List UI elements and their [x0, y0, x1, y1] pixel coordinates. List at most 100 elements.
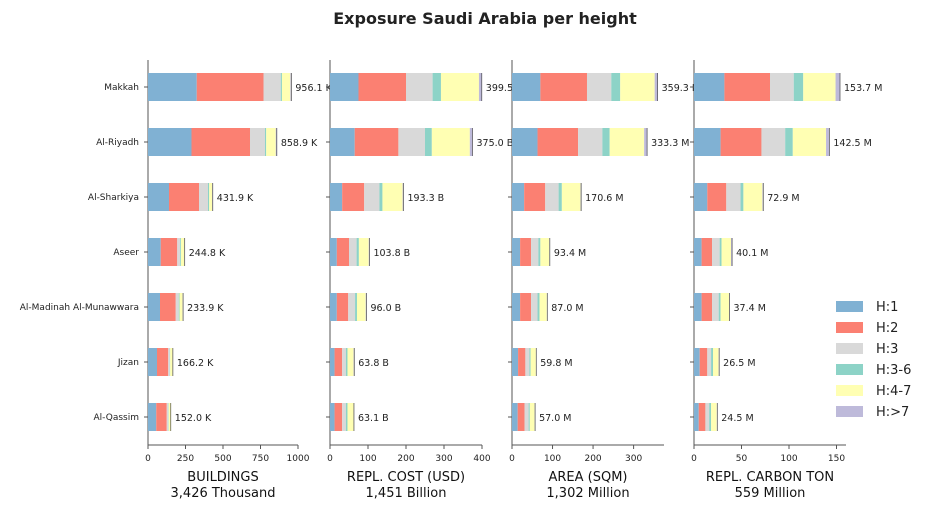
bar-segment-repl-cost-usd-al-madinah-al-munawwara-h-4-7 — [356, 293, 366, 321]
bar-segment-area-sqm-al-madinah-al-munawwara-h-3 — [531, 293, 538, 321]
bar-total-label-repl-cost-usd-aseer: 103.8 B — [373, 248, 410, 259]
bar-segment-repl-cost-usd-aseer-h-3-6 — [356, 238, 359, 266]
bar-segment-repl-cost-usd-al-qassim-h-4-7 — [347, 403, 354, 431]
bar-total-label-repl-carbon-ton-al-qassim: 24.5 M — [721, 413, 753, 424]
bar-segment-repl-carbon-ton-al-sharkiya-h-3-6 — [740, 183, 744, 211]
x-axis-label-repl-carbon-ton: REPL. CARBON TON — [706, 470, 834, 485]
x-tick-label-repl-carbon-ton: 100 — [780, 454, 797, 464]
bar-segment-repl-carbon-ton-al-qassim-h-3 — [705, 403, 710, 431]
bar-segment-repl-cost-usd-aseer-h-4-7 — [358, 238, 369, 266]
legend-swatch-h-3-6 — [836, 364, 863, 375]
bar-segment-area-sqm-al-sharkiya-h-4-7 — [561, 183, 581, 211]
bar-segment-area-sqm-makkah-h-2 — [540, 73, 587, 101]
x-tick-label-repl-cost-usd: 300 — [435, 454, 452, 464]
bar-segment-area-sqm-makkah-h-1 — [512, 73, 541, 101]
bar-segment-repl-carbon-ton-makkah-h-7 — [835, 73, 841, 101]
bar-segment-repl-carbon-ton-al-riyadh-h-3 — [761, 128, 786, 156]
bar-segment-repl-cost-usd-al-qassim-h-2 — [334, 403, 343, 431]
bar-segment-buildings-al-madinah-al-munawwara-h-2 — [160, 293, 176, 321]
bar-total-label-area-sqm-jizan: 59.8 M — [540, 358, 572, 369]
bar-segment-area-sqm-aseer-h-2 — [520, 238, 532, 266]
bar-segment-buildings-aseer-h-3-6 — [180, 238, 181, 266]
category-label-al-madinah-al-munawwara: Al-Madinah Al-Munawwara — [20, 303, 139, 313]
bar-segment-repl-carbon-ton-aseer-h-1 — [694, 238, 702, 266]
legend-label-h-2: H:2 — [876, 321, 898, 336]
legend-label-h-3-6: H:3-6 — [876, 363, 911, 378]
bar-total-label-repl-carbon-ton-aseer: 40.1 M — [736, 248, 768, 259]
x-tick-label-repl-cost-usd: 400 — [473, 454, 490, 464]
x-tick-label-area-sqm: 100 — [544, 454, 561, 464]
bar-total-label-repl-carbon-ton-jizan: 26.5 M — [723, 358, 755, 369]
bar-segment-repl-carbon-ton-makkah-h-2 — [724, 73, 770, 101]
bar-segment-repl-cost-usd-al-sharkiya-h-3 — [364, 183, 380, 211]
bar-total-label-area-sqm-makkah: 359.3 M — [662, 83, 700, 94]
bar-segment-repl-cost-usd-makkah-h-4-7 — [440, 73, 479, 101]
legend-swatch-h-1 — [836, 301, 863, 312]
bar-segment-buildings-makkah-h-3 — [263, 73, 281, 101]
bar-segment-area-sqm-makkah-h-3-6 — [611, 73, 621, 101]
bar-total-label-repl-carbon-ton-makkah: 153.7 M — [844, 83, 882, 94]
bar-segment-buildings-al-madinah-al-munawwara-h-3-6 — [178, 293, 180, 321]
x-axis-subtitle-repl-cost-usd: 1,451 Billion — [366, 486, 447, 501]
bar-segment-repl-carbon-ton-al-riyadh-h-3-6 — [785, 128, 793, 156]
bar-segment-repl-cost-usd-al-sharkiya-h-4-7 — [382, 183, 403, 211]
x-axis-label-repl-cost-usd: REPL. COST (USD) — [347, 470, 465, 485]
bar-segment-repl-cost-usd-al-qassim-h-3-6 — [345, 403, 348, 431]
bar-segment-area-sqm-al-sharkiya-h-2 — [524, 183, 546, 211]
bar-segment-repl-carbon-ton-al-qassim-h-4-7 — [711, 403, 717, 431]
bar-segment-buildings-makkah-h-1 — [148, 73, 197, 101]
bar-segment-repl-cost-usd-al-sharkiya-h-2 — [342, 183, 365, 211]
x-tick-label-repl-carbon-ton: 0 — [691, 454, 697, 464]
bar-segment-repl-cost-usd-jizan-h-1 — [330, 348, 335, 376]
bar-segment-area-sqm-aseer-h-1 — [512, 238, 521, 266]
chart-legend: H:1 H:2 H:3 H:3-6 H:4-7 H:>7 — [836, 300, 911, 420]
bar-segment-repl-cost-usd-aseer-h-7 — [368, 238, 370, 266]
bar-total-label-repl-carbon-ton-al-sharkiya: 72.9 M — [767, 193, 799, 204]
bar-segment-area-sqm-jizan-h-3 — [525, 348, 530, 376]
bar-segment-repl-carbon-ton-al-qassim-h-2 — [698, 403, 706, 431]
bar-segment-repl-carbon-ton-al-madinah-al-munawwara-h-3-6 — [718, 293, 721, 321]
bar-total-label-area-sqm-aseer: 93.4 M — [554, 248, 586, 259]
bar-segment-repl-cost-usd-al-madinah-al-munawwara-h-3 — [348, 293, 356, 321]
x-axis-subtitle-repl-carbon-ton: 559 Million — [735, 486, 806, 501]
bar-total-label-buildings-al-madinah-al-munawwara: 233.9 K — [187, 303, 224, 314]
bar-segment-buildings-al-qassim-h-3 — [166, 403, 169, 431]
category-label-al-riyadh: Al-Riyadh — [96, 138, 139, 148]
bar-segment-repl-carbon-ton-aseer-h-2 — [701, 238, 713, 266]
bar-segment-repl-carbon-ton-al-madinah-al-munawwara-h-2 — [701, 293, 713, 321]
bar-segment-repl-cost-usd-makkah-h-7 — [478, 73, 482, 101]
bar-segment-buildings-al-riyadh-h-3 — [250, 128, 265, 156]
bar-segment-buildings-al-sharkiya-h-4-7 — [209, 183, 213, 211]
x-tick-label-repl-cost-usd: 200 — [397, 454, 414, 464]
bar-segment-buildings-al-sharkiya-h-2 — [169, 183, 199, 211]
bar-segment-area-sqm-al-riyadh-h-3-6 — [602, 128, 610, 156]
x-tick-label-buildings: 0 — [145, 454, 151, 464]
legend-label-h-4-7: H:4-7 — [876, 384, 911, 399]
bar-segment-area-sqm-al-riyadh-h-1 — [512, 128, 538, 156]
bar-segment-repl-carbon-ton-aseer-h-4-7 — [721, 238, 732, 266]
bar-segment-buildings-aseer-h-2 — [160, 238, 178, 266]
x-tick-label-buildings: 500 — [214, 454, 231, 464]
bar-segment-area-sqm-al-riyadh-h-3 — [578, 128, 603, 156]
bar-segment-repl-carbon-ton-al-madinah-al-munawwara-h-1 — [694, 293, 702, 321]
bar-segment-buildings-al-madinah-al-munawwara-h-1 — [148, 293, 160, 321]
bar-segment-buildings-aseer-h-4-7 — [181, 238, 185, 266]
bar-segment-area-sqm-al-qassim-h-3 — [524, 403, 529, 431]
bar-segment-repl-cost-usd-makkah-h-1 — [330, 73, 359, 101]
category-label-al-sharkiya: Al-Sharkiya — [88, 193, 139, 203]
bar-segment-repl-carbon-ton-makkah-h-3-6 — [793, 73, 804, 101]
bar-segment-repl-cost-usd-jizan-h-3 — [342, 348, 346, 376]
category-label-al-qassim: Al-Qassim — [94, 413, 139, 423]
bar-total-label-repl-cost-usd-al-qassim: 63.1 B — [358, 413, 389, 424]
x-tick-label-repl-carbon-ton: 150 — [828, 454, 845, 464]
bar-segment-buildings-aseer-h-1 — [148, 238, 161, 266]
bar-segment-buildings-al-sharkiya-h-3 — [199, 183, 208, 211]
bar-segment-repl-cost-usd-makkah-h-2 — [358, 73, 406, 101]
bar-segment-repl-cost-usd-makkah-h-3 — [406, 73, 433, 101]
bar-segment-repl-carbon-ton-al-sharkiya-h-4-7 — [743, 183, 763, 211]
x-tick-label-repl-cost-usd: 100 — [359, 454, 376, 464]
legend-swatch-h-4-7 — [836, 385, 863, 396]
bar-segment-buildings-al-riyadh-h-7 — [275, 128, 277, 156]
